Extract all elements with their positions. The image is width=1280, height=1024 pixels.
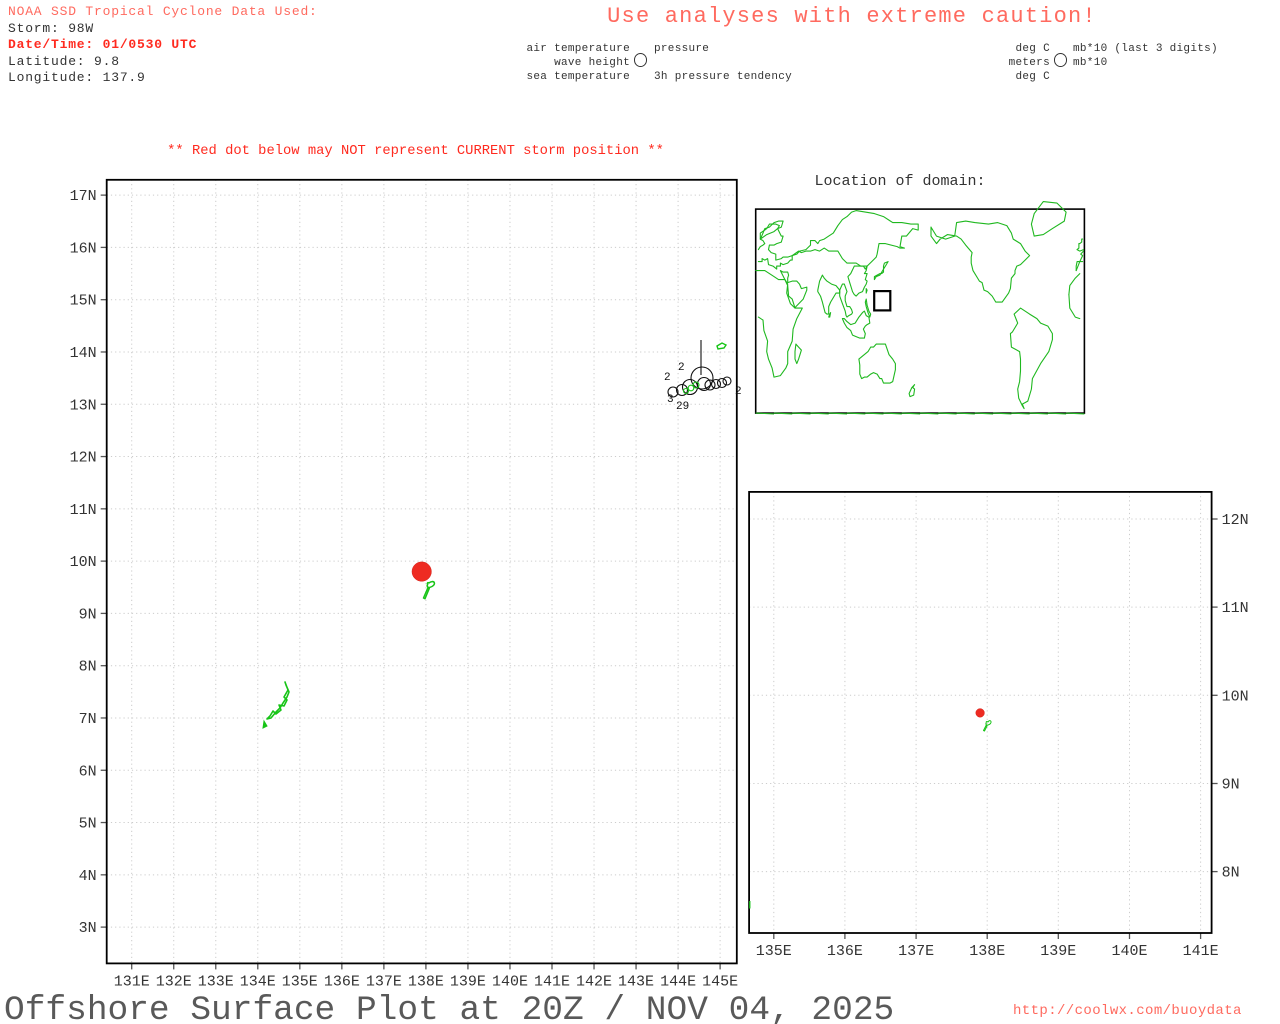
svg-text:136E: 136E	[827, 943, 863, 960]
svg-text:11N: 11N	[1222, 600, 1249, 617]
svg-text:140E: 140E	[1111, 943, 1147, 960]
svg-text:135E: 135E	[756, 943, 792, 960]
svg-text:141E: 141E	[1183, 943, 1219, 960]
svg-text:9N: 9N	[1222, 777, 1240, 794]
svg-text:12N: 12N	[1222, 512, 1249, 529]
svg-text:139E: 139E	[1040, 943, 1076, 960]
svg-text:137E: 137E	[898, 943, 934, 960]
svg-text:8N: 8N	[1222, 865, 1240, 882]
svg-text:10N: 10N	[1222, 688, 1249, 705]
svg-text:138E: 138E	[969, 943, 1005, 960]
